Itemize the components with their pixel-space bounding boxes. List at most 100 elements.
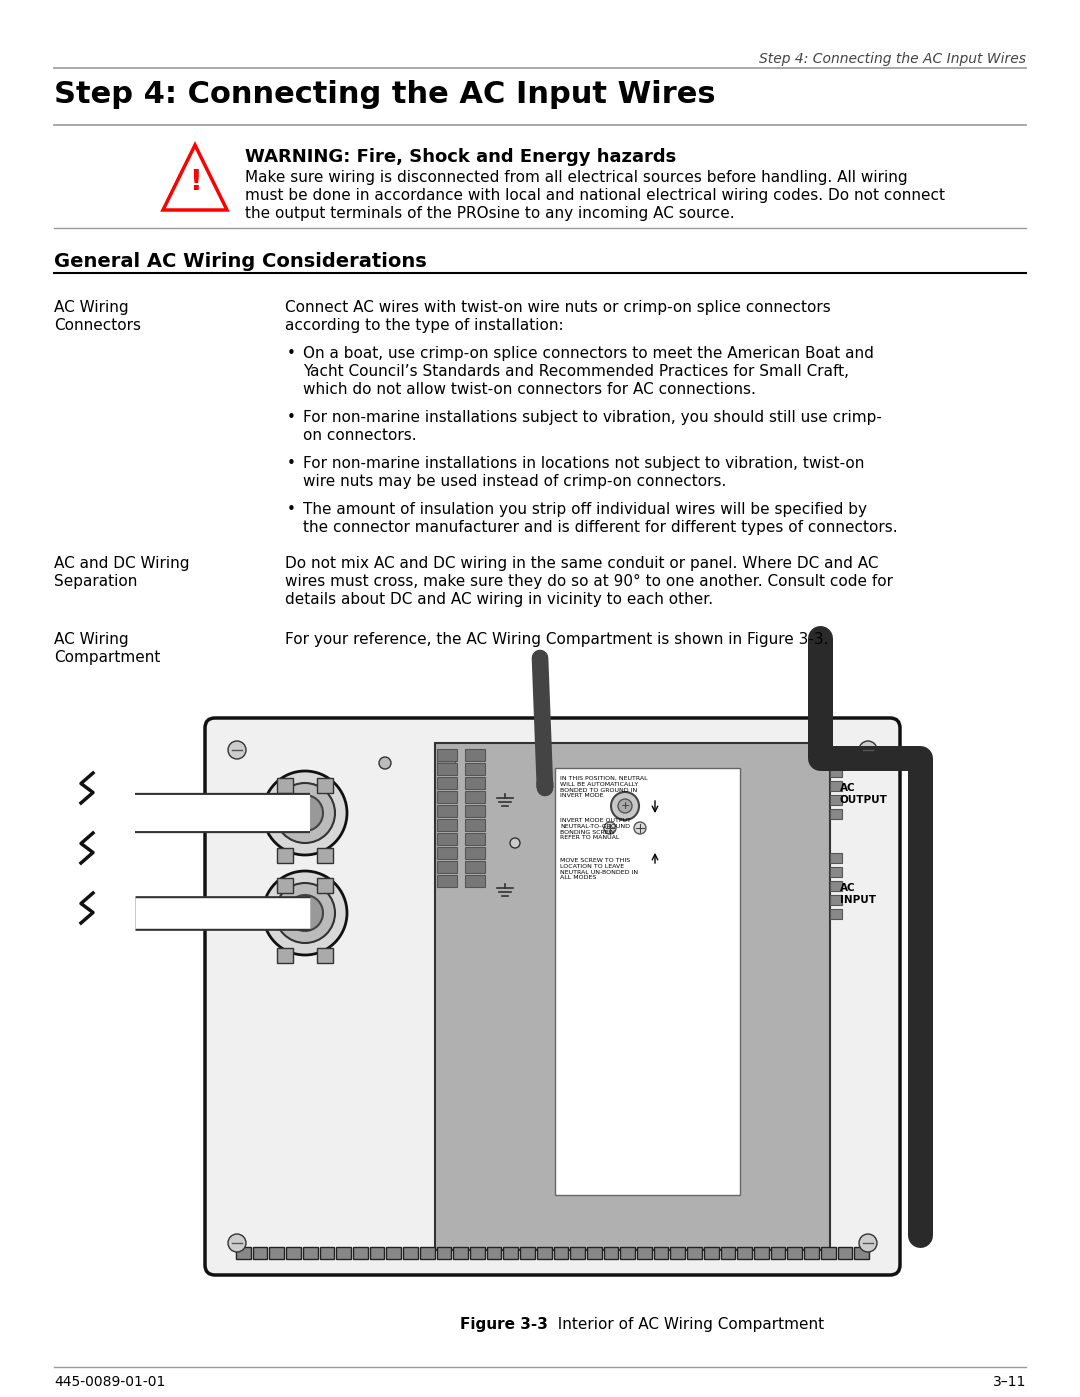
Bar <box>465 875 485 887</box>
Bar <box>787 1248 802 1259</box>
Text: General AC Wiring Considerations: General AC Wiring Considerations <box>54 251 427 271</box>
Bar <box>671 1248 685 1259</box>
Bar <box>805 1248 819 1259</box>
Bar <box>487 1248 501 1259</box>
Circle shape <box>228 740 246 759</box>
Bar <box>403 1248 418 1259</box>
Bar <box>437 759 455 763</box>
Bar <box>537 1248 552 1259</box>
Bar <box>831 868 842 877</box>
Text: •: • <box>287 455 296 471</box>
Bar <box>437 833 457 845</box>
Circle shape <box>510 838 519 848</box>
Bar <box>420 1248 434 1259</box>
Circle shape <box>611 792 639 820</box>
Text: which do not allow twist-on connectors for AC connections.: which do not allow twist-on connectors f… <box>303 381 756 397</box>
Text: MOVE SCREW TO THIS
LOCATION TO LEAVE
NEUTRAL UN-BONDED IN
ALL MODES: MOVE SCREW TO THIS LOCATION TO LEAVE NEU… <box>561 858 638 880</box>
Text: WARNING: Fire, Shock and Energy hazards: WARNING: Fire, Shock and Energy hazards <box>245 148 676 166</box>
Bar <box>465 819 485 831</box>
Bar <box>320 1248 335 1259</box>
Bar <box>821 1248 836 1259</box>
Bar <box>437 759 455 763</box>
Bar <box>276 949 293 963</box>
Bar <box>831 895 842 905</box>
Text: •: • <box>287 409 296 425</box>
Text: must be done in accordance with local and national electrical wiring codes. Do n: must be done in accordance with local an… <box>245 189 945 203</box>
Text: Interior of AC Wiring Compartment: Interior of AC Wiring Compartment <box>548 1317 824 1331</box>
Text: the output terminals of the PROsine to any incoming AC source.: the output terminals of the PROsine to a… <box>245 205 734 221</box>
Text: AC and DC Wiring: AC and DC Wiring <box>54 556 189 571</box>
Bar <box>318 949 333 963</box>
Text: Step 4: Connecting the AC Input Wires: Step 4: Connecting the AC Input Wires <box>759 52 1026 66</box>
Bar <box>637 1248 651 1259</box>
Bar <box>831 753 842 763</box>
Bar <box>437 805 457 817</box>
Circle shape <box>275 883 335 943</box>
FancyBboxPatch shape <box>205 718 900 1275</box>
Circle shape <box>275 782 335 842</box>
Text: the connector manufacturer and is different for different types of connectors.: the connector manufacturer and is differ… <box>303 520 897 535</box>
Bar <box>302 1248 318 1259</box>
Circle shape <box>264 870 347 956</box>
Bar <box>503 1248 518 1259</box>
Bar <box>437 763 457 775</box>
Text: according to the type of installation:: according to the type of installation: <box>285 319 564 332</box>
Bar <box>465 847 485 859</box>
Bar <box>437 759 455 763</box>
Bar <box>470 1248 485 1259</box>
Bar <box>276 848 293 863</box>
Bar <box>586 1248 602 1259</box>
Text: AC
OUTPUT: AC OUTPUT <box>840 782 888 805</box>
Bar <box>437 819 457 831</box>
Bar <box>754 1248 769 1259</box>
Text: wires must cross, make sure they do so at 90° to one another. Consult code for: wires must cross, make sure they do so a… <box>285 574 893 590</box>
Bar <box>465 833 485 845</box>
Bar <box>838 1248 852 1259</box>
Bar <box>318 778 333 793</box>
Text: details about DC and AC wiring in vicinity to each other.: details about DC and AC wiring in vicini… <box>285 592 713 608</box>
Bar <box>436 1248 451 1259</box>
Bar <box>276 778 293 793</box>
Text: on connectors.: on connectors. <box>303 427 417 443</box>
Bar <box>276 877 293 893</box>
Text: Do not mix AC and DC wiring in the same conduit or panel. Where DC and AC: Do not mix AC and DC wiring in the same … <box>285 556 878 571</box>
Bar <box>465 763 485 775</box>
Bar <box>620 1248 635 1259</box>
Bar <box>437 847 457 859</box>
Bar <box>604 1248 619 1259</box>
Bar <box>831 767 842 777</box>
Bar <box>369 1248 384 1259</box>
Text: Make sure wiring is disconnected from all electrical sources before handling. Al: Make sure wiring is disconnected from al… <box>245 170 907 184</box>
Bar <box>831 809 842 819</box>
Bar <box>554 1248 568 1259</box>
Bar <box>269 1248 284 1259</box>
Text: AC Wiring: AC Wiring <box>54 300 129 314</box>
Text: wire nuts may be used instead of crimp-on connectors.: wire nuts may be used instead of crimp-o… <box>303 474 727 489</box>
Bar <box>435 743 831 1250</box>
Text: Connect AC wires with twist-on wire nuts or crimp-on splice connectors: Connect AC wires with twist-on wire nuts… <box>285 300 831 314</box>
Bar <box>437 759 455 763</box>
Circle shape <box>859 740 877 759</box>
Bar <box>437 791 457 803</box>
Circle shape <box>618 799 632 813</box>
Text: Yacht Council’s Standards and Recommended Practices for Small Craft,: Yacht Council’s Standards and Recommende… <box>303 365 849 379</box>
Circle shape <box>379 757 391 768</box>
Bar <box>555 768 740 1194</box>
Text: Separation: Separation <box>54 574 137 590</box>
Circle shape <box>264 771 347 855</box>
Bar <box>437 759 455 763</box>
Text: Step 4: Connecting the AC Input Wires: Step 4: Connecting the AC Input Wires <box>54 80 716 109</box>
Bar <box>437 875 457 887</box>
Bar <box>687 1248 702 1259</box>
Text: 445-0089-01-01: 445-0089-01-01 <box>54 1375 165 1389</box>
Bar <box>318 877 333 893</box>
Text: AC Wiring: AC Wiring <box>54 631 129 647</box>
Bar <box>738 1248 752 1259</box>
Text: 3–11: 3–11 <box>993 1375 1026 1389</box>
Bar <box>704 1248 718 1259</box>
Bar <box>437 777 457 789</box>
Text: INVERT MODE OUTPUT
NEUTRAL-TO-GROUND
BONDING SCREW
REFER TO MANUAL: INVERT MODE OUTPUT NEUTRAL-TO-GROUND BON… <box>561 819 631 841</box>
Text: On a boat, use crimp-on splice connectors to meet the American Boat and: On a boat, use crimp-on splice connector… <box>303 346 874 360</box>
Circle shape <box>604 821 616 834</box>
Bar <box>831 795 842 805</box>
